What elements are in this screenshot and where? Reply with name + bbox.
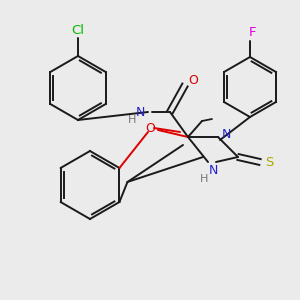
Text: N: N [208, 164, 218, 176]
Text: S: S [265, 155, 273, 169]
Text: H: H [128, 115, 136, 125]
Text: Cl: Cl [71, 23, 85, 37]
Text: N: N [135, 106, 145, 118]
Text: O: O [145, 122, 155, 134]
Text: H: H [200, 174, 208, 184]
Text: F: F [248, 26, 256, 40]
Text: N: N [221, 128, 231, 142]
Text: O: O [188, 74, 198, 88]
